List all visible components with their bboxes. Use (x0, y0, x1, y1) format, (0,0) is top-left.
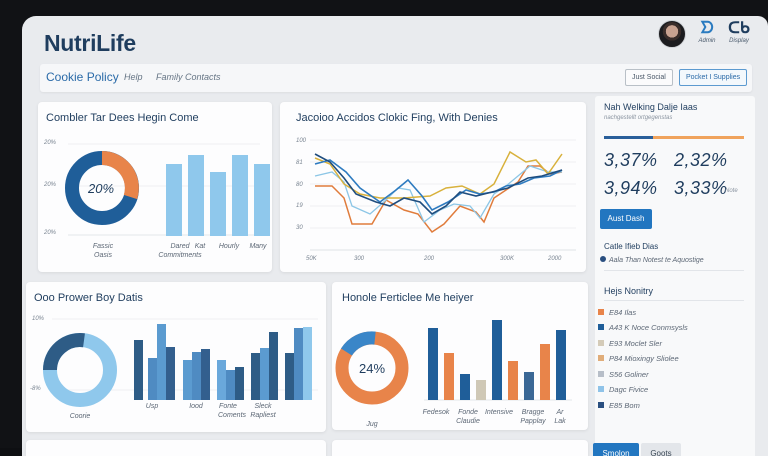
card-title: Ooo Prower Boy Datis (34, 292, 143, 304)
card-partial (26, 440, 326, 456)
x-tick: 300 (354, 256, 365, 262)
top-navbar: Cookie Policy Help Family Contacts Just … (40, 64, 752, 92)
display-label: Display (729, 38, 749, 44)
sidebar-subtitle: nachgestellt ortgegenstas (604, 115, 673, 121)
legend-item[interactable]: S56 Goliner (598, 370, 649, 379)
legend-swatch (598, 324, 604, 330)
bar-label: Fedesok (422, 409, 450, 416)
legend-item[interactable]: A43 K Noce Conmsysls (598, 323, 688, 332)
stat-value: 3,37% (604, 150, 658, 170)
nav-item-family-contacts[interactable]: Family Contacts (156, 72, 221, 82)
legend-item[interactable]: P84 Mioxingy Sliolee (598, 354, 679, 363)
line-chart-graphics (310, 139, 576, 251)
card-fertilizer-bars: Honole Ferticlee Me heiyer 24% Jug Fedes… (332, 282, 588, 430)
x-tick: 50K (306, 256, 317, 262)
bar-label: Kat (194, 243, 206, 250)
dot-icon (600, 256, 606, 262)
bar-label: Iood (189, 403, 203, 410)
y-tick: 20% (44, 230, 57, 236)
x-tick: 2000 (548, 256, 562, 262)
donut-caption: Coorie (69, 413, 91, 420)
right-sidebar: Nah Welking Dalje Iaas nachgestellt ortg… (593, 96, 755, 456)
bar-label: Sleck Rapliest (250, 403, 276, 419)
admin-icon: ᗤ (700, 20, 714, 37)
pocket-supplies-button[interactable]: Pocket I Supplies (679, 69, 748, 86)
bar-label: Many (249, 243, 267, 250)
y-tick: 19 (296, 203, 303, 209)
bar-label: Hourly (218, 243, 240, 250)
card-combined-donut-bars: Combler Tar Dees Hegin Come 20% 20% 20% … (38, 102, 272, 272)
legend-item[interactable]: E84 Ilas (598, 308, 636, 317)
y-tick: 10% (32, 316, 45, 322)
stat-value: 3,33% (674, 178, 728, 198)
legend-item[interactable]: E93 Moclet Sler (598, 339, 662, 348)
nav-item-help[interactable]: Help (124, 72, 143, 82)
stat-value: 2,32% (674, 150, 728, 170)
bar-label: Fonte Coments (218, 403, 247, 419)
y-tick: 30 (296, 225, 303, 231)
card-power-bars: Ooo Prower Boy Datis 10% -8% Co (26, 282, 326, 432)
stat-value: 3,94% (604, 178, 658, 198)
card-partial (332, 440, 588, 456)
legend-swatch (598, 340, 604, 346)
donut-caption: Jug (366, 421, 378, 428)
donut-center-label: 24% (359, 361, 386, 376)
chart-graphics (43, 318, 318, 407)
app-logo-title: NutriLife (44, 30, 136, 56)
bar-label: Bragge Papplay (520, 409, 546, 425)
legend-swatch (598, 309, 604, 315)
y-tick: -8% (30, 386, 41, 392)
bar-label: Usp (145, 403, 159, 410)
app-window: NutriLife ᗤ Admin ᑕᑲ Display Cookie Poli… (22, 16, 768, 456)
add-dash-button[interactable]: Aust Dash (600, 209, 652, 229)
chart-graphics (335, 320, 572, 405)
submit-button[interactable]: Smolon (593, 443, 639, 456)
x-tick: 200 (424, 256, 435, 262)
admin-label: Admin (698, 38, 716, 44)
card-title: Jacoioo Accidos Clokic Fing, With Denies (296, 112, 498, 124)
just-social-button[interactable]: Just Social (625, 69, 673, 86)
card-title: Honole Ferticlee Me heiyer (342, 292, 474, 304)
user-avatar[interactable] (658, 20, 686, 48)
legend-list: E84 Ilas A43 K Noce Conmsysls E93 Moclet… (598, 308, 748, 428)
progress-bar (604, 136, 744, 139)
goals-button[interactable]: Goots (641, 443, 681, 456)
progress-fill (604, 136, 653, 139)
donut-center-label: 20% (88, 181, 115, 196)
donut-caption: Fassic Oasis (92, 243, 114, 259)
y-tick: 80 (296, 182, 303, 188)
legend-item[interactable]: Dagc Fivice (598, 385, 648, 394)
y-tick: 100 (296, 138, 307, 144)
divider (604, 300, 744, 301)
card-title: Combler Tar Dees Hegin Come (46, 112, 199, 124)
legend-swatch (598, 371, 604, 377)
bar-label: Fonde Claudie (456, 409, 480, 425)
display-icon: ᑕᑲ (728, 20, 750, 37)
y-tick: 20% (44, 182, 57, 188)
chart-graphics (65, 143, 270, 236)
bar-label: Dared Commitments (158, 243, 202, 259)
x-tick: 300K (500, 256, 515, 262)
nav-item-cookie-policy[interactable]: Cookie Policy (46, 70, 119, 84)
display-icon-button[interactable]: ᑕᑲ Display (724, 20, 754, 44)
legend-swatch (598, 386, 604, 392)
section-item[interactable]: Aala Than Notest te Aquostige (600, 256, 704, 264)
y-tick: 81 (296, 160, 303, 166)
legend-swatch (598, 402, 604, 408)
section-title: Catle Ifieb Dias (604, 242, 659, 251)
legend-swatch (598, 355, 604, 361)
bar-label: Ar Lak (554, 409, 566, 425)
legend-title: Hejs Nonitry (604, 286, 654, 296)
legend-item[interactable]: E85 Bom (598, 401, 640, 410)
divider (604, 270, 744, 271)
sidebar-title: Nah Welking Dalje Iaas (604, 102, 698, 112)
y-tick: 20% (44, 140, 57, 146)
admin-icon-button[interactable]: ᗤ Admin (692, 20, 722, 44)
card-line-chart: Jacoioo Accidos Clokic Fing, With Denies… (280, 102, 586, 272)
bar-label: Intensive (484, 409, 514, 416)
stat-note: Note (725, 188, 738, 194)
